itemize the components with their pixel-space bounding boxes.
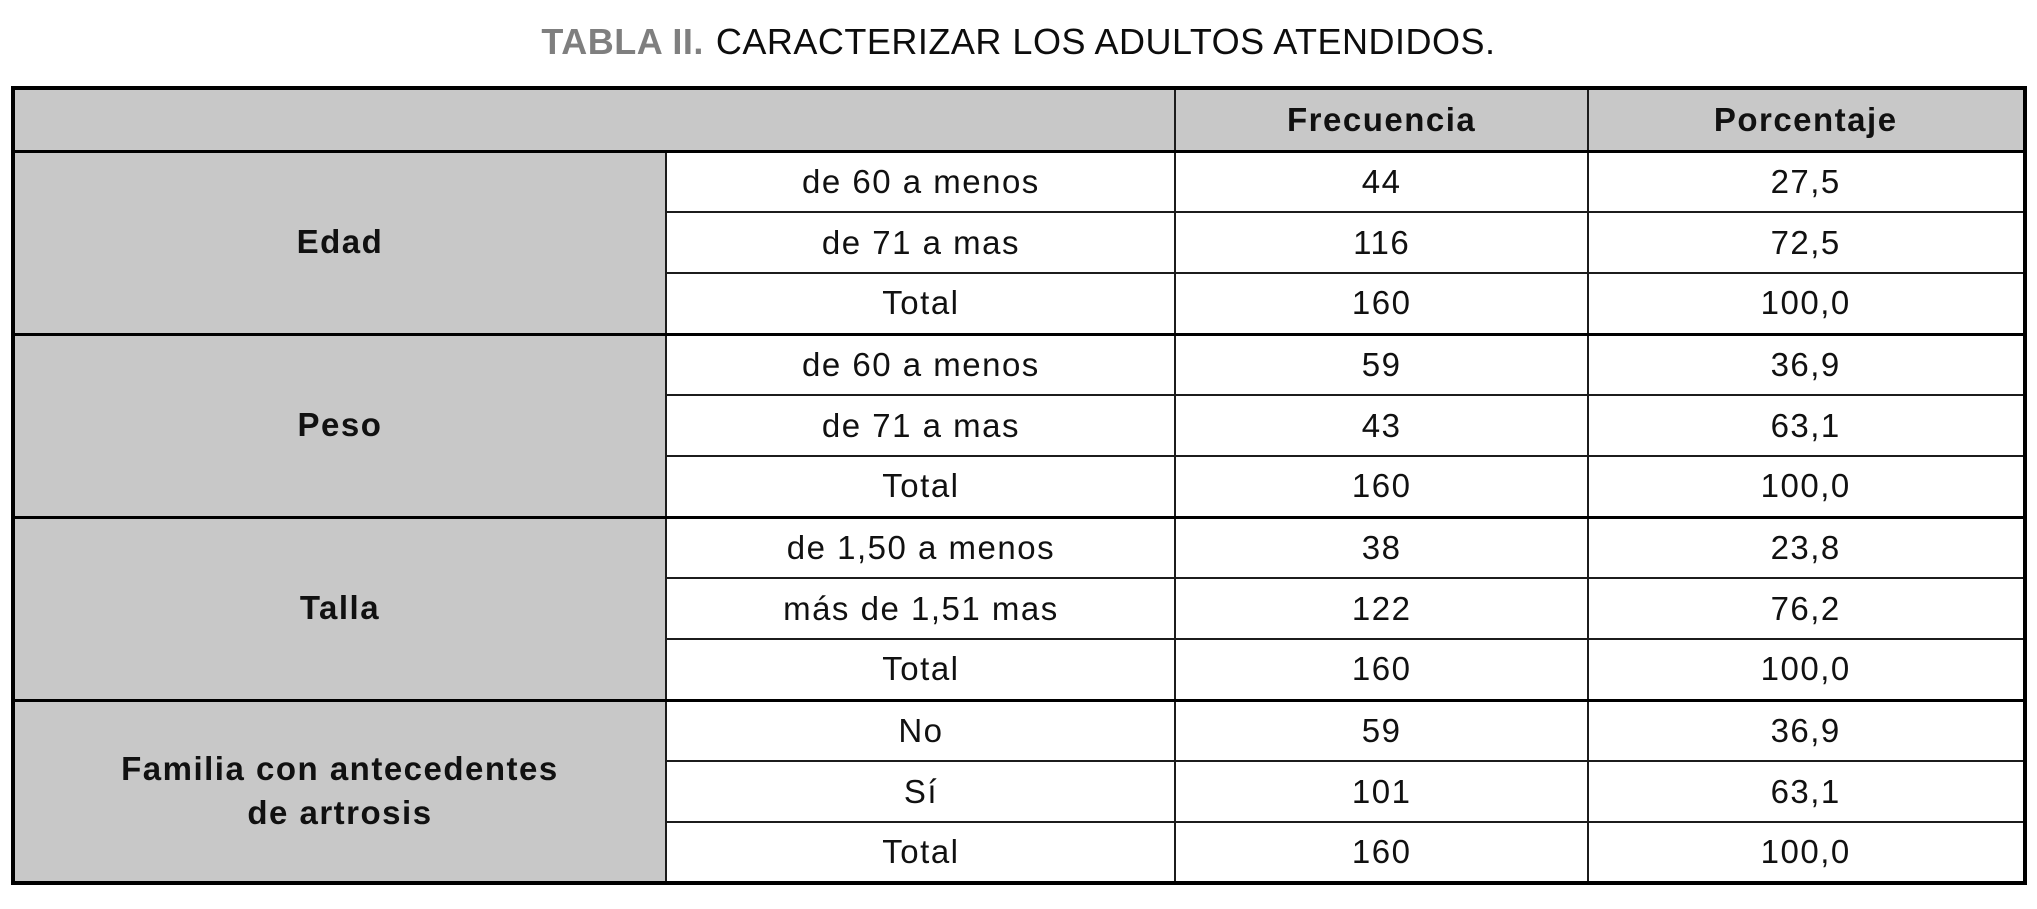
table-row: más de 1,51 mas 122 76,2 (13, 577, 2026, 640)
porcentaje-value: 23,8 (1586, 516, 2026, 579)
table-title: TABLA II. CARACTERIZAR LOS ADULTOS ATENDI… (0, 24, 2037, 60)
category-cell-talla: Talla (11, 516, 668, 701)
row-label: de 71 a mas (665, 394, 1177, 457)
table-row: Total 160 100,0 (13, 272, 2026, 335)
frecuencia-value: 122 (1174, 577, 1589, 640)
row-label: más de 1,51 mas (665, 577, 1177, 640)
porcentaje-value: 63,1 (1586, 394, 2026, 457)
category-cell-familia: Familia con antecedentes de artrosis (11, 699, 668, 884)
section-edad: Edad de 60 a menos 44 27,5 de 71 a mas 1… (11, 150, 2026, 335)
table-row: Total 160 100,0 (13, 638, 2026, 701)
table-row: de 71 a mas 116 72,5 (13, 211, 2026, 274)
table-title-prefix: TABLA II. (541, 21, 704, 62)
row-label: de 60 a menos (665, 150, 1177, 213)
frecuencia-value: 160 (1174, 455, 1589, 518)
section-familia-antecedentes: Familia con antecedentes de artrosis No … (11, 699, 2026, 884)
frecuencia-value: 38 (1174, 516, 1589, 579)
category-label: Peso (297, 406, 383, 444)
frecuencia-value: 160 (1174, 821, 1589, 884)
frecuencia-value: 101 (1174, 760, 1589, 823)
porcentaje-value: 100,0 (1586, 272, 2026, 335)
frecuencia-value: 59 (1174, 333, 1589, 396)
row-label: de 1,50 a menos (665, 516, 1177, 579)
table-header: Frecuencia Porcentaje (11, 87, 2026, 153)
section-talla: Talla de 1,50 a menos 38 23,8 más de 1,5… (11, 516, 2026, 701)
frecuencia-value: 160 (1174, 272, 1589, 335)
porcentaje-value: 76,2 (1586, 577, 2026, 640)
porcentaje-value: 63,1 (1586, 760, 2026, 823)
category-cell-peso: Peso (11, 333, 668, 518)
row-label: Sí (665, 760, 1177, 823)
porcentaje-value: 36,9 (1586, 333, 2026, 396)
category-cell-edad: Edad (11, 150, 668, 335)
frecuencia-value: 43 (1174, 394, 1589, 457)
frecuencia-value: 116 (1174, 211, 1589, 274)
porcentaje-value: 100,0 (1586, 638, 2026, 701)
row-label: Total (665, 455, 1177, 518)
table-row: Sí 101 63,1 (13, 760, 2026, 823)
frecuencia-value: 160 (1174, 638, 1589, 701)
table-row: Edad de 60 a menos 44 27,5 (11, 150, 2026, 335)
header-row: Frecuencia Porcentaje (11, 87, 2026, 153)
row-label: No (665, 699, 1177, 762)
porcentaje-value: 100,0 (1586, 455, 2026, 518)
table-row: Talla de 1,50 a menos 38 23,8 (11, 516, 2026, 701)
frecuencia-value: 44 (1174, 150, 1589, 213)
porcentaje-value: 36,9 (1586, 699, 2026, 762)
porcentaje-value: 27,5 (1586, 150, 2026, 213)
frecuencia-value: 59 (1174, 699, 1589, 762)
row-label: Total (665, 638, 1177, 701)
table-row: Total 160 100,0 (13, 821, 2026, 884)
table-row: Peso de 60 a menos 59 36,9 (11, 333, 2026, 518)
category-label: Edad (296, 223, 384, 261)
row-label: Total (665, 821, 1177, 884)
row-label: de 71 a mas (665, 211, 1177, 274)
porcentaje-value: 72,5 (1586, 211, 2026, 274)
category-label: Familia con antecedentes de artrosis (121, 749, 559, 832)
porcentaje-value: 100,0 (1586, 821, 2026, 884)
table-row: Total 160 100,0 (13, 455, 2026, 518)
category-label: Talla (299, 589, 381, 627)
row-label: de 60 a menos (665, 333, 1177, 396)
header-corner-cell (11, 87, 1177, 153)
row-label: Total (665, 272, 1177, 335)
table-row: Familia con antecedentes de artrosis No … (11, 699, 2026, 884)
characterization-table: Frecuencia Porcentaje Edad de 60 a menos… (10, 86, 2027, 885)
header-frecuencia: Frecuencia (1174, 87, 1589, 153)
header-porcentaje: Porcentaje (1586, 87, 2026, 153)
section-peso: Peso de 60 a menos 59 36,9 de 71 a mas 4… (11, 333, 2026, 518)
table-row: de 71 a mas 43 63,1 (13, 394, 2026, 457)
table-title-text: CARACTERIZAR LOS ADULTOS ATENDIDOS. (715, 21, 1496, 62)
